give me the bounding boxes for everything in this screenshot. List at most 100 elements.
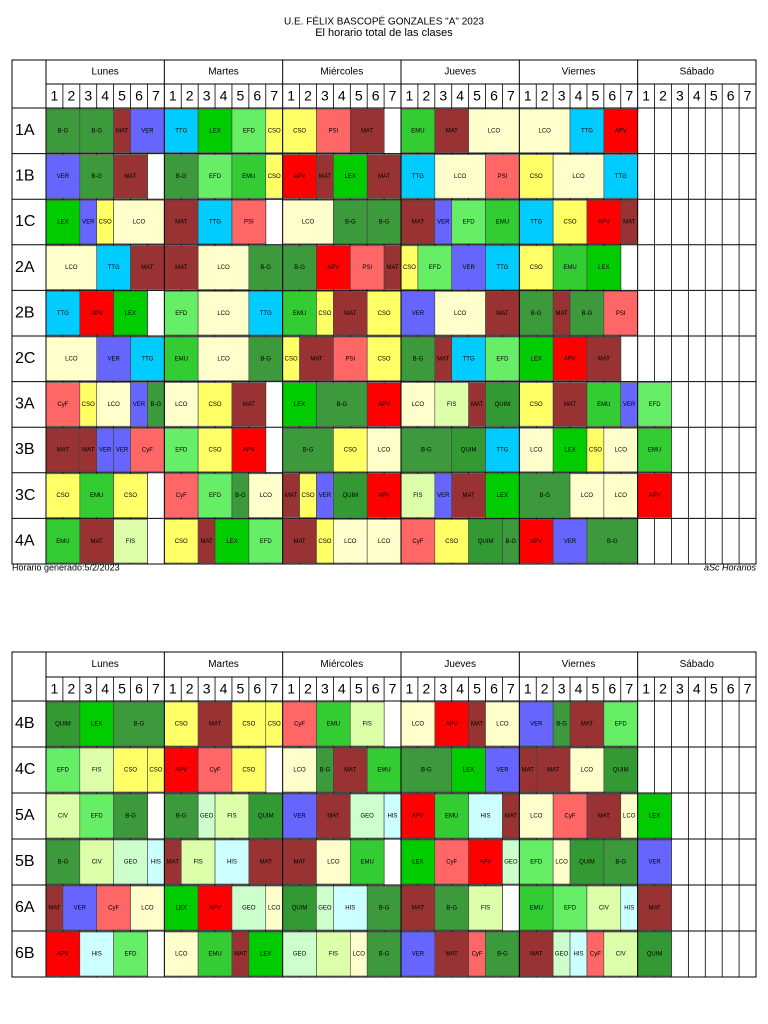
lesson-subject: LCO — [412, 402, 425, 408]
lesson-subject: GEO — [555, 952, 569, 958]
period-header: 2 — [304, 681, 312, 697]
lesson-subject: APV — [91, 311, 103, 317]
lesson-block — [519, 427, 554, 473]
lesson-subject: MAT — [522, 768, 535, 774]
day-header: Sábado — [680, 67, 715, 78]
lesson-block — [45, 199, 81, 245]
lesson-block — [130, 336, 165, 381]
period-header: 2 — [541, 88, 549, 104]
lesson-subject: MAT — [141, 265, 154, 271]
period-header: 3 — [84, 681, 92, 697]
lesson-subject: MAT — [175, 265, 188, 271]
lesson-block — [569, 473, 605, 518]
lesson-subject: QUIM — [461, 448, 477, 454]
period-header: 3 — [558, 88, 566, 104]
lesson-subject: LCO — [615, 448, 628, 454]
lesson-subject: B-G — [421, 768, 432, 774]
lesson-subject: CSO — [175, 722, 188, 728]
class-label: 5A — [15, 807, 35, 824]
lesson-block — [485, 931, 520, 977]
lesson-subject: CSO — [82, 402, 95, 408]
lesson-subject: PSI — [362, 265, 372, 271]
lesson-block — [519, 382, 554, 427]
lesson-block — [451, 245, 486, 290]
lesson-subject: APV — [209, 906, 221, 912]
lesson-subject: B-G — [607, 539, 618, 545]
lesson-subject: EMU — [175, 356, 188, 362]
period-header: 1 — [406, 88, 414, 104]
lesson-block — [180, 839, 216, 885]
lesson-subject: B-G — [446, 906, 457, 912]
lesson-block — [282, 701, 317, 747]
lesson-block — [197, 199, 233, 245]
lesson-block — [603, 931, 638, 977]
lesson-block — [45, 839, 81, 885]
lesson-subject: VER — [116, 448, 129, 454]
lesson-subject: CyF — [565, 814, 576, 820]
lesson-subject: VER — [462, 265, 475, 271]
period-header: 1 — [524, 88, 532, 104]
software-note: aSc Horarios — [704, 562, 757, 572]
lesson-subject: TTG — [615, 174, 627, 180]
period-header: 3 — [439, 681, 447, 697]
lesson-block — [197, 291, 250, 336]
lesson-block — [231, 108, 267, 153]
lesson-subject: FIS — [481, 906, 490, 912]
lesson-subject: MAT — [648, 906, 661, 912]
lesson-subject: CyF — [142, 448, 153, 454]
lesson-block — [96, 382, 131, 427]
period-header: 6 — [490, 681, 498, 697]
lesson-block — [434, 793, 469, 839]
lesson-block — [130, 245, 165, 290]
period-header: 2 — [67, 88, 75, 104]
lesson-block — [485, 701, 520, 747]
lesson-subject: TTG — [496, 265, 508, 271]
lesson-block — [603, 701, 638, 747]
period-header: 7 — [270, 681, 278, 697]
lesson-block — [197, 382, 233, 427]
lesson-subject: VER — [496, 768, 509, 774]
lesson-subject: EFD — [91, 814, 104, 820]
period-header: 3 — [203, 88, 211, 104]
lesson-subject: CyF — [108, 906, 119, 912]
lesson-block — [248, 839, 283, 885]
lesson-block — [197, 336, 250, 381]
lesson-block — [400, 793, 436, 839]
lesson-subject: LCO — [572, 174, 585, 180]
period-header: 3 — [203, 681, 211, 697]
lesson-block — [113, 839, 148, 885]
lesson-block — [231, 427, 267, 473]
period-header: 1 — [51, 88, 59, 104]
lesson-subject: CSO — [285, 356, 298, 362]
class-label: 6B — [15, 945, 35, 962]
lesson-subject: MAT — [243, 402, 256, 408]
lesson-block — [333, 199, 368, 245]
lesson-subject: EFD — [209, 493, 222, 499]
lesson-block — [316, 931, 351, 977]
page-subtitle: El horario total de las clases — [315, 27, 453, 39]
lesson-subject: LCO — [141, 906, 154, 912]
lesson-subject: FIS — [193, 860, 202, 866]
period-header: 7 — [625, 681, 633, 697]
lesson-subject: LEX — [176, 906, 187, 912]
lesson-subject: MAT — [412, 906, 425, 912]
lesson-subject: LCO — [530, 448, 543, 454]
lesson-subject: B-G — [151, 402, 162, 408]
period-header: 3 — [321, 681, 329, 697]
lesson-block — [164, 473, 199, 518]
lesson-block — [586, 382, 622, 427]
class-label: 2C — [15, 350, 35, 367]
lesson-subject: QUIM — [613, 768, 629, 774]
day-header: Martes — [208, 67, 239, 78]
class-label: 5B — [15, 853, 35, 870]
lesson-subject: B-G — [260, 265, 271, 271]
lesson-subject: EFD — [649, 402, 662, 408]
period-header: 1 — [642, 681, 650, 697]
lesson-subject: CSO — [124, 768, 137, 774]
lesson-subject: CSO — [445, 539, 458, 545]
lesson-subject: VER — [564, 539, 577, 545]
period-header: 2 — [186, 88, 194, 104]
lesson-subject: LEX — [463, 768, 474, 774]
lesson-block — [349, 701, 385, 747]
period-header: 7 — [270, 88, 278, 104]
